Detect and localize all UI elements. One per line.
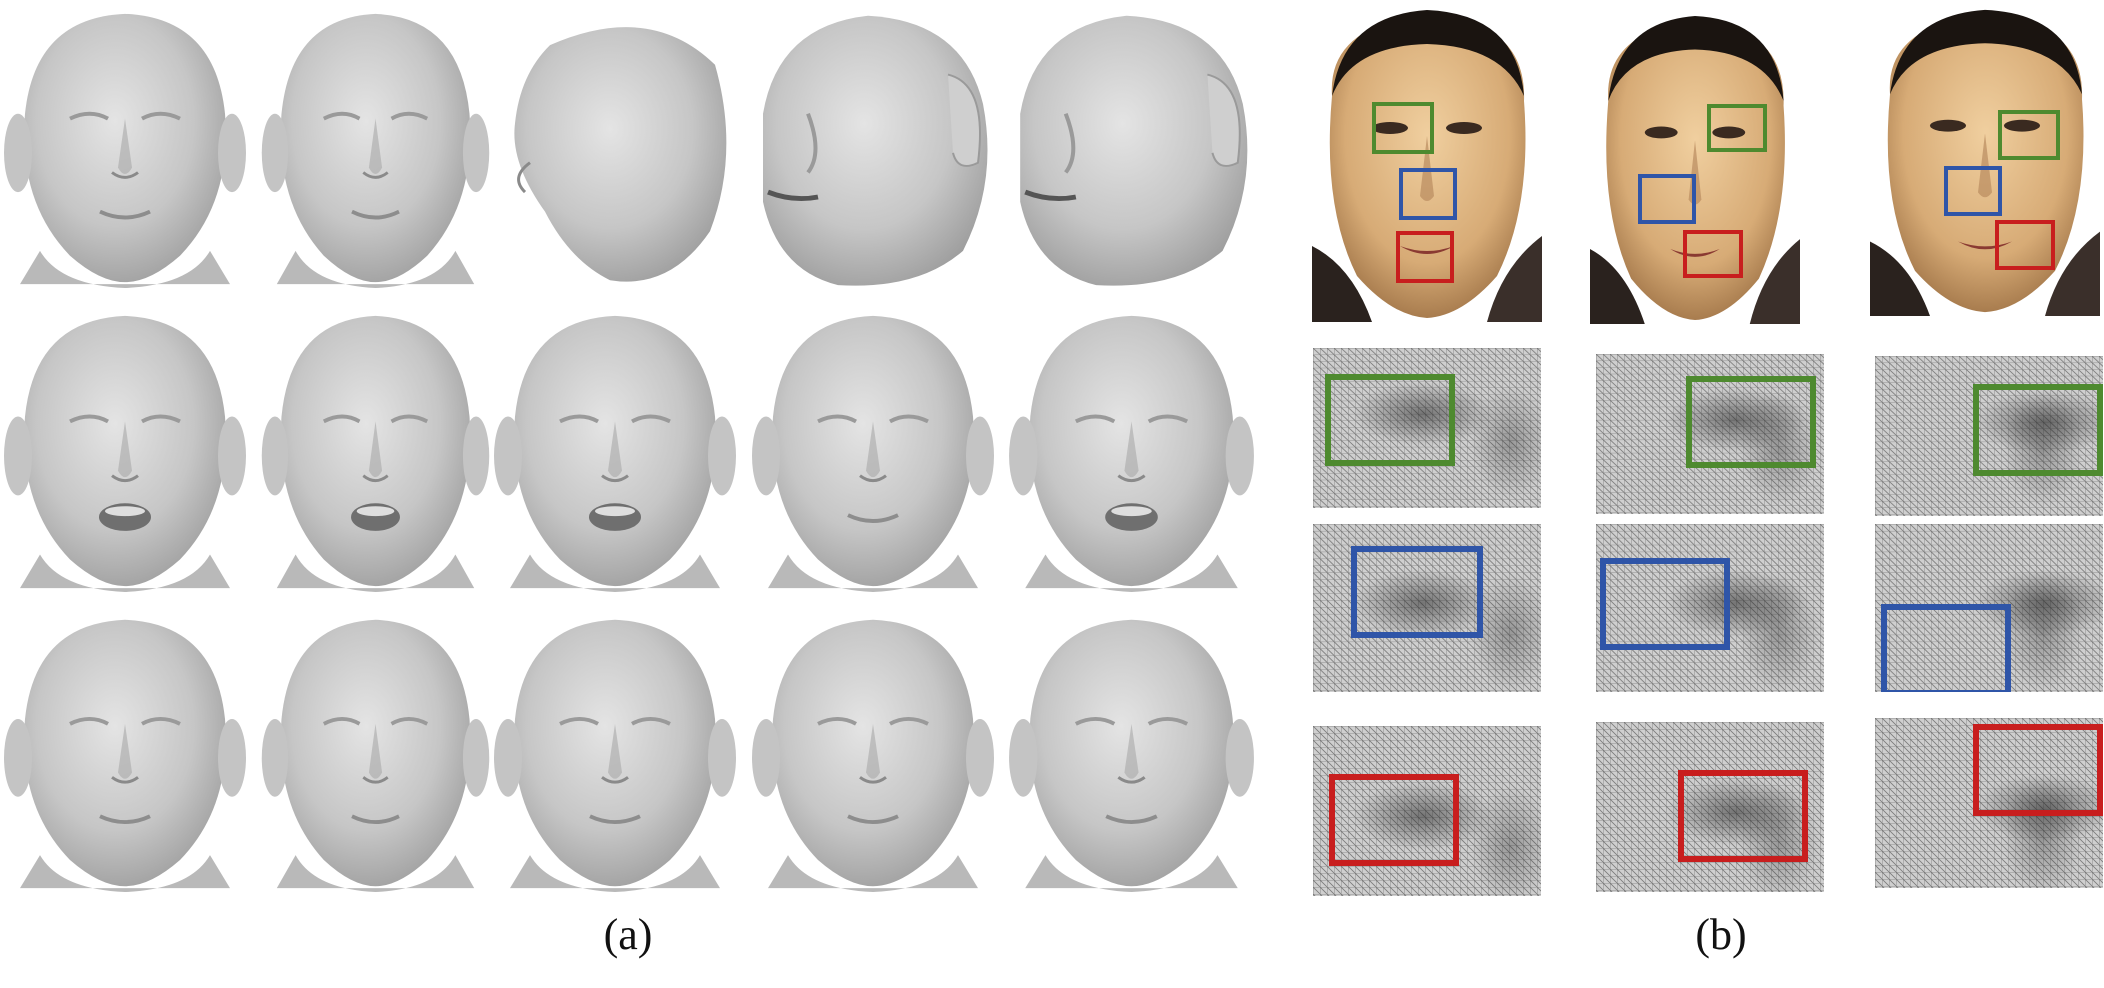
highlight-box-eye <box>1372 102 1434 154</box>
face-photo-1 <box>1312 6 1542 322</box>
highlight-box-nose <box>1638 174 1696 224</box>
highlight-box-nose <box>1600 558 1730 650</box>
highlight-box-eye <box>1998 110 2060 160</box>
wireframe-crop-r2-c2 <box>1596 524 1824 692</box>
highlight-box-mouth <box>1995 220 2055 270</box>
panel-b-caption: (b) <box>1661 910 1781 960</box>
highlight-box-mouth <box>1329 774 1459 866</box>
panel-a-caption: (a) <box>568 910 688 960</box>
wireframe-crop-r2-c1 <box>1313 524 1541 692</box>
highlight-box-eye <box>1686 376 1816 468</box>
face-mesh-r3-c3 <box>490 612 740 894</box>
face-mesh-r1-c5 <box>1005 6 1258 290</box>
wireframe-crop-r1-c3 <box>1875 356 2103 516</box>
face-mesh-r1-c4 <box>748 6 998 290</box>
highlight-box-nose <box>1944 166 2002 216</box>
face-mesh-r1-c2 <box>258 6 493 290</box>
face-mesh-r3-c2 <box>258 612 493 894</box>
face-mesh-r3-c4 <box>748 612 998 894</box>
wireframe-crop-r1-c2 <box>1596 354 1824 514</box>
highlight-box-eye <box>1707 104 1767 152</box>
face-mesh-r2-c4 <box>748 308 998 594</box>
face-mesh-r2-c2 <box>258 308 493 594</box>
highlight-box-mouth <box>1973 724 2103 816</box>
face-photo-3 <box>1870 6 2100 316</box>
face-mesh-r1-c3 <box>490 6 740 290</box>
highlight-box-eye <box>1325 374 1455 466</box>
highlight-box-eye <box>1973 384 2103 476</box>
face-mesh-r1-c1 <box>0 6 250 290</box>
wireframe-crop-r3-c3 <box>1875 718 2103 888</box>
wireframe-crop-r3-c2 <box>1596 722 1824 892</box>
highlight-box-nose <box>1399 168 1457 220</box>
wireframe-crop-r2-c3 <box>1875 524 2103 692</box>
highlight-box-mouth <box>1678 770 1808 862</box>
highlight-box-mouth <box>1396 231 1454 283</box>
highlight-box-mouth <box>1683 230 1743 278</box>
highlight-box-nose <box>1881 604 2011 692</box>
face-mesh-r2-c1 <box>0 308 250 594</box>
highlight-box-nose <box>1351 546 1483 638</box>
face-mesh-r2-c5 <box>1005 308 1258 594</box>
face-mesh-r2-c3 <box>490 308 740 594</box>
face-mesh-r3-c5 <box>1005 612 1258 894</box>
face-mesh-r3-c1 <box>0 612 250 894</box>
wireframe-crop-r3-c1 <box>1313 726 1541 896</box>
wireframe-crop-r1-c1 <box>1313 348 1541 508</box>
face-photo-2 <box>1590 12 1800 324</box>
